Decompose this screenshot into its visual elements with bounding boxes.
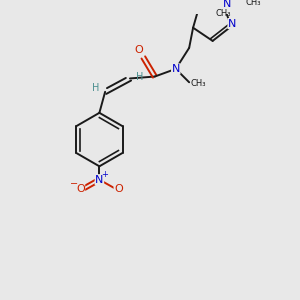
Text: −: − xyxy=(70,179,78,190)
Text: O: O xyxy=(134,45,143,55)
Text: O: O xyxy=(114,184,123,194)
Text: CH₃: CH₃ xyxy=(245,0,261,7)
Text: N: N xyxy=(223,0,231,9)
Text: O: O xyxy=(76,184,85,194)
Text: N: N xyxy=(172,64,180,74)
Text: H: H xyxy=(136,71,143,82)
Text: CH₃: CH₃ xyxy=(190,79,206,88)
Text: +: + xyxy=(101,170,108,179)
Text: CH₃: CH₃ xyxy=(216,9,231,18)
Text: N: N xyxy=(95,175,103,185)
Text: N: N xyxy=(228,19,236,28)
Text: H: H xyxy=(92,83,99,93)
